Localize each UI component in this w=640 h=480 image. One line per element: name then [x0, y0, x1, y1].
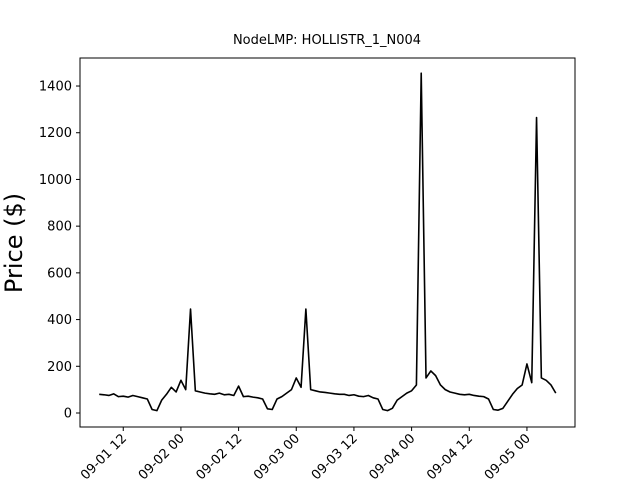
- x-tick-label: 09-01 12: [78, 431, 130, 480]
- y-tick-label: 200: [47, 360, 72, 375]
- x-tick-label: 09-04 12: [424, 431, 476, 480]
- chart-title: NodeLMP: HOLLISTR_1_N004: [233, 33, 421, 48]
- x-tick-label: 09-03 12: [309, 431, 361, 480]
- x-tick-label: 09-02 12: [193, 431, 245, 480]
- y-tick-label: 800: [47, 220, 72, 235]
- y-tick-label: 400: [47, 313, 72, 328]
- y-tick-label: 0: [64, 406, 72, 421]
- y-tick-label: 600: [47, 266, 72, 281]
- y-tick-label: 1000: [39, 173, 72, 188]
- x-tick-label: 09-04 00: [366, 431, 418, 480]
- x-tick-label: 09-05 00: [482, 431, 534, 480]
- plot-frame: [79, 57, 576, 428]
- x-tick-label: 09-02 00: [136, 431, 188, 480]
- y-tick-label: 1400: [39, 80, 72, 95]
- x-tick-label: 09-03 00: [251, 431, 303, 480]
- price-line: [99, 72, 557, 412]
- y-axis-label: Price ($): [0, 193, 28, 293]
- y-tick-label: 1200: [39, 126, 72, 141]
